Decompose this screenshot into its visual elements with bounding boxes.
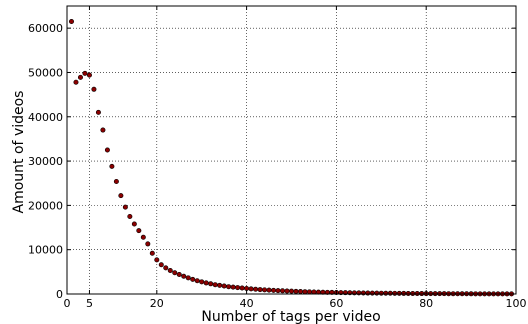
data-point: [221, 283, 227, 289]
data-point: [230, 284, 236, 290]
x-tick-label: 5: [86, 297, 93, 310]
data-point: [190, 276, 196, 282]
data-point: [284, 288, 290, 294]
data-point: [118, 193, 124, 199]
data-point: [280, 288, 286, 294]
y-tick-label: 40000: [28, 111, 63, 124]
y-tick-label: 30000: [28, 155, 63, 168]
data-point: [140, 234, 146, 240]
data-point: [266, 287, 272, 293]
data-point: [387, 290, 393, 296]
data-point: [172, 270, 178, 276]
data-point: [181, 273, 187, 279]
data-point: [271, 287, 277, 293]
x-tick-label: 60: [329, 297, 343, 310]
data-point: [374, 290, 380, 296]
data-points: [68, 19, 515, 297]
y-axis-label: Amount of videos: [11, 91, 27, 214]
data-point: [176, 272, 182, 278]
x-tick-label: 100: [506, 297, 527, 310]
y-tick-label: 20000: [28, 199, 63, 212]
grid-lines: [67, 6, 516, 294]
data-point: [212, 282, 218, 288]
data-point: [275, 288, 281, 294]
data-point: [122, 204, 128, 210]
data-point: [253, 286, 259, 292]
data-point: [167, 268, 173, 274]
data-point: [68, 19, 74, 25]
data-point: [82, 70, 88, 76]
x-tick-label: 40: [240, 297, 254, 310]
data-point: [396, 290, 402, 296]
data-point: [392, 290, 398, 296]
data-point: [360, 290, 366, 296]
data-point: [104, 147, 110, 153]
x-tick-labels: 0 5 20 40 60 80 100: [64, 297, 527, 310]
data-point: [185, 275, 191, 281]
data-point: [297, 289, 303, 295]
data-point: [235, 285, 241, 291]
data-point: [378, 290, 384, 296]
data-point: [302, 289, 308, 295]
data-point: [149, 250, 155, 256]
y-tick-label: 10000: [28, 244, 63, 257]
data-point: [194, 278, 200, 284]
data-point: [127, 213, 133, 219]
data-point: [293, 288, 299, 294]
data-point: [100, 127, 106, 133]
data-point: [158, 262, 164, 268]
data-point: [163, 265, 169, 271]
data-point: [262, 287, 268, 293]
y-tick-label: 60000: [28, 22, 63, 35]
data-point: [109, 163, 115, 169]
y-tick-label: 0: [56, 288, 63, 301]
data-point: [257, 287, 263, 293]
data-point: [95, 109, 101, 115]
axis-ticks: [66, 6, 517, 295]
plot-frame: [66, 5, 517, 295]
data-point: [306, 289, 312, 295]
data-point: [383, 290, 389, 296]
y-tick-label: 50000: [28, 66, 63, 79]
data-point: [145, 241, 151, 247]
data-point: [91, 86, 97, 92]
data-point: [136, 228, 142, 234]
data-point: [199, 279, 205, 285]
data-point: [217, 282, 223, 288]
data-point: [226, 284, 232, 290]
data-point: [73, 79, 79, 85]
data-point: [239, 285, 245, 291]
data-point: [369, 290, 375, 296]
data-point: [405, 290, 411, 296]
data-point: [113, 178, 119, 184]
data-point: [365, 290, 371, 296]
data-point: [288, 288, 294, 294]
data-point: [154, 257, 160, 263]
y-tick-labels: 0 10000 20000 30000 40000 50000 60000: [28, 22, 63, 301]
x-axis-label: Number of tags per video: [201, 309, 380, 324]
data-point: [86, 72, 92, 78]
x-tick-label: 0: [64, 297, 71, 310]
data-point: [131, 221, 137, 227]
data-point: [208, 281, 214, 287]
data-point: [77, 74, 83, 80]
data-point: [248, 286, 254, 292]
x-tick-label: 80: [419, 297, 433, 310]
data-point: [401, 290, 407, 296]
data-point: [203, 280, 209, 286]
x-tick-label: 20: [150, 297, 164, 310]
